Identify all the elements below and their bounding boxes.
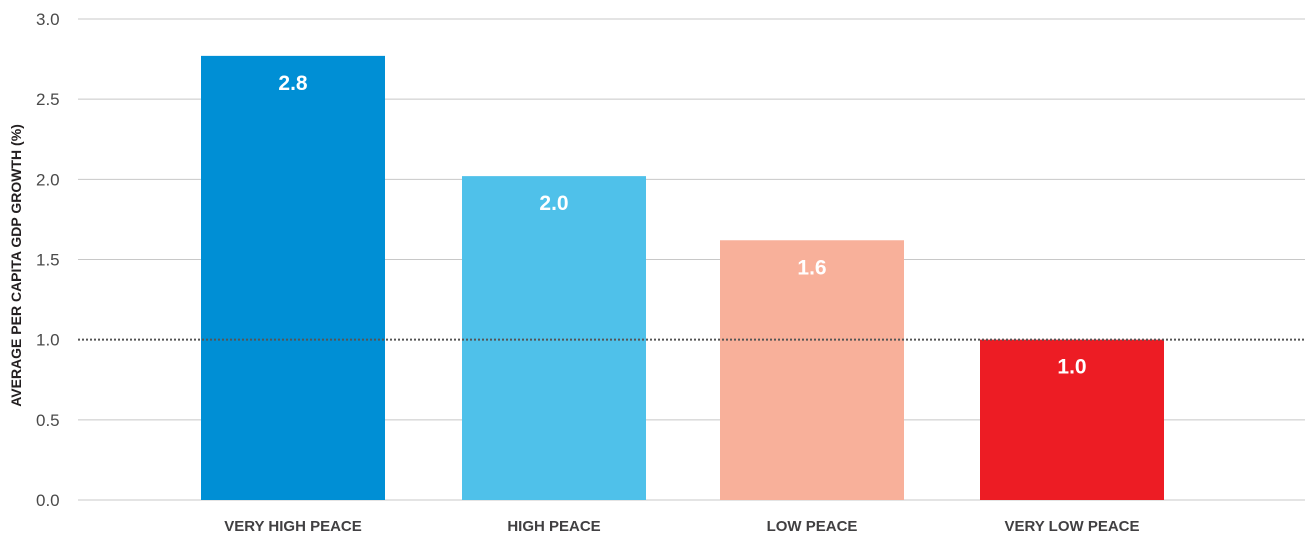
bar-value-label: 1.0 [1057,356,1086,379]
x-axis-categories: VERY HIGH PEACE HIGH PEACE LOW PEACE VERY L… [224,518,1139,535]
bar-value-label: 2.0 [539,192,568,215]
y-tick-label: 2.0 [36,170,60,189]
bars [201,55,1164,501]
bar [980,339,1164,500]
bar [201,55,385,500]
x-category-label: VERY HIGH PEACE [224,518,362,535]
x-category-label: VERY LOW PEACE [1004,518,1139,535]
y-tick-label: 1.5 [36,251,60,270]
bar [720,240,904,500]
bar-value-label: 2.8 [278,72,308,95]
bar [462,176,646,501]
y-axis-title: AVERAGE PER CAPITA GDP GROWTH (%) [8,124,24,407]
x-category-label: HIGH PEACE [507,518,600,535]
y-axis-ticks: 0.0 0.5 1.0 1.5 2.0 2.5 3.0 [36,10,60,510]
y-tick-label: 0.0 [36,491,60,510]
y-tick-label: 2.5 [36,90,60,109]
y-tick-label: 3.0 [36,10,60,29]
y-tick-label: 0.5 [36,411,60,430]
bar-value-label: 1.6 [797,256,826,279]
x-category-label: LOW PEACE [767,518,858,535]
bar-value-labels: 2.8 2.0 1.6 1.0 [278,72,1086,379]
y-tick-label: 1.0 [36,331,60,350]
